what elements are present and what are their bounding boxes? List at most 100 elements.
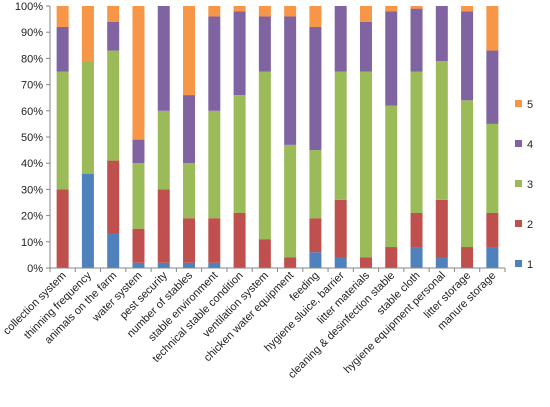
bar-segment-series-5 [309,6,322,27]
bar-segment-series-1 [435,257,448,268]
bar-segment-series-4 [157,6,170,111]
bar-segment-series-2 [309,218,322,253]
bar-segment-series-3 [284,144,297,258]
bar-segment-series-2 [486,212,499,248]
bar-segment-series-3 [208,110,221,219]
bar-segment-series-1 [157,262,170,268]
bar-segment-series-5 [359,6,372,22]
bars-group [56,6,499,268]
legend-swatch-series-3 [515,180,522,187]
bar-segment-series-5 [208,6,221,17]
bar-segment-series-4 [208,16,221,111]
legend-label-series-3: 3 [527,179,533,191]
y-axis: 0% 10% 20% 30% 40% 50% 60% 70% 80% 90% 100% [15,1,51,275]
legend-swatch-series-4 [515,140,522,147]
bar-segment-series-3 [461,100,474,248]
y-tick-label: 90% [21,27,43,39]
legend-label-series-1: 1 [527,259,533,271]
bar-segment-series-4 [132,139,145,164]
bar-segment-series-2 [132,228,145,263]
y-tick-label: 10% [21,237,43,249]
bar-segment-series-2 [107,160,120,234]
bar-segment-series-5 [183,6,196,96]
bar-segment-series-3 [486,123,499,213]
bar-segment-series-5 [107,6,120,22]
legend: 5 4 3 2 1 [515,99,533,271]
bar-segment-series-1 [183,262,196,268]
bar-segment-series-4 [309,26,322,151]
bar-segment-series-2 [461,247,474,268]
legend-label-series-2: 2 [527,219,533,231]
bar-segment-series-2 [258,239,271,268]
bar-segment-series-3 [258,71,271,240]
y-tick-label: 70% [21,80,43,92]
bar-segment-series-2 [385,247,398,268]
bar-segment-series-1 [410,247,423,268]
bar-segment-series-2 [284,257,297,268]
bar-segment-series-3 [435,61,448,200]
bar-segment-series-3 [359,71,372,258]
bar-segment-series-5 [284,6,297,17]
bar-segment-series-5 [233,6,246,12]
bar-segment-series-4 [233,11,246,96]
y-tick-label: 20% [21,211,43,223]
bar-segment-series-5 [461,6,474,12]
bar-segment-series-3 [107,50,120,161]
bar-segment-series-4 [107,21,120,51]
bar-segment-series-4 [183,95,196,164]
bar-segment-series-1 [81,173,94,268]
bar-segment-series-4 [435,6,448,62]
bar-segment-series-1 [208,262,221,268]
bar-segment-series-5 [132,6,145,140]
bar-segment-series-5 [56,6,69,27]
legend-swatch-series-2 [515,220,522,227]
bar-segment-series-5 [81,6,94,62]
legend-label-series-4: 4 [527,139,533,151]
bar-segment-series-4 [461,11,474,101]
bar-segment-series-4 [486,50,499,124]
bar-segment-series-1 [132,262,145,268]
bar-segment-series-3 [410,71,423,213]
bar-segment-series-4 [334,6,347,72]
bar-segment-series-3 [309,150,322,219]
bar-segment-series-1 [334,257,347,268]
y-tick-label: 100% [15,1,43,13]
bar-segment-series-2 [233,212,246,268]
legend-label-series-5: 5 [527,99,533,111]
y-tick-label: 30% [21,184,43,196]
bar-segment-series-2 [183,218,196,263]
bar-segment-series-4 [284,16,297,145]
y-tick-label: 80% [21,53,43,65]
y-tick-label: 50% [21,132,43,144]
bar-segment-series-3 [81,61,94,174]
bar-segment-series-3 [334,71,347,200]
bar-segment-series-2 [435,199,448,258]
bar-segment-series-5 [486,6,499,51]
bar-segment-series-4 [385,11,398,106]
bar-segment-series-4 [410,8,423,72]
bar-segment-series-2 [56,189,69,268]
bar-segment-series-1 [107,233,120,268]
bar-segment-series-2 [410,212,423,248]
bar-segment-series-5 [410,6,423,9]
bar-segment-series-5 [385,6,398,12]
bar-segment-series-4 [258,16,271,72]
bar-segment-series-2 [157,189,170,263]
bar-segment-series-2 [334,199,347,258]
y-tick-label: 40% [21,158,43,170]
bar-segment-series-3 [233,95,246,213]
bar-segment-series-1 [486,247,499,268]
bar-segment-series-3 [385,105,398,248]
y-tick-label: 0% [27,263,43,275]
bar-segment-series-4 [56,26,69,72]
bar-segment-series-3 [157,110,170,190]
y-tick-label: 60% [21,106,43,118]
bar-segment-series-5 [258,6,271,17]
legend-swatch-series-1 [515,260,522,267]
bar-segment-series-3 [56,71,69,190]
bar-segment-series-4 [359,21,372,72]
bar-segment-series-3 [183,163,196,219]
legend-swatch-series-5 [515,100,522,107]
